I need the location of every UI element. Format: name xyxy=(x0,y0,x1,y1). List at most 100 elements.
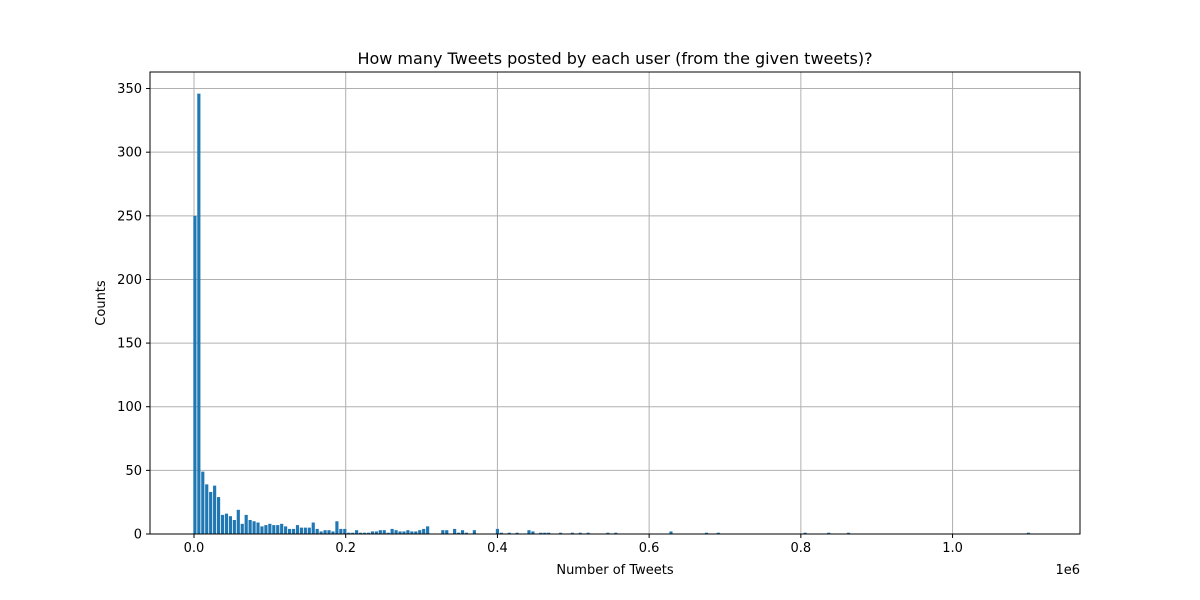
histogram-bar xyxy=(291,528,296,534)
histogram-bar xyxy=(578,532,582,534)
histogram-bar xyxy=(716,532,720,534)
histogram-bar xyxy=(445,530,449,534)
histogram-bar xyxy=(252,521,256,534)
histogram-bar xyxy=(284,526,288,534)
y-tick-label: 50 xyxy=(125,464,142,479)
histogram-bar xyxy=(303,527,307,534)
x-tick-label: 0.0 xyxy=(184,541,205,556)
histogram-bar xyxy=(606,532,610,534)
histogram-bar xyxy=(370,531,374,534)
y-tick-label: 200 xyxy=(117,273,142,288)
histogram-bar xyxy=(319,531,323,534)
histogram-bar xyxy=(499,532,503,534)
histogram-bar xyxy=(276,525,280,534)
histogram-bar xyxy=(426,526,430,534)
histogram-bar xyxy=(402,531,406,534)
histogram-bar xyxy=(339,528,343,534)
histogram-bar xyxy=(244,514,248,534)
histogram-bar xyxy=(472,530,476,534)
histogram-bar xyxy=(547,532,551,534)
histogram-bars xyxy=(193,93,1030,535)
histogram-bar xyxy=(362,532,367,534)
histogram-bar xyxy=(803,532,807,534)
x-tick-label: 1.0 xyxy=(942,541,963,556)
y-axis-label: Counts xyxy=(94,280,109,326)
histogram-bar xyxy=(256,522,260,534)
histogram-bar xyxy=(295,525,300,534)
histogram-bar xyxy=(268,523,272,534)
histogram-bar xyxy=(669,531,673,534)
x-axis-ticks: 0.0 0.2 0.4 0.6 0.8 1.0 xyxy=(184,534,963,556)
histogram-bar xyxy=(515,532,519,534)
histogram-bar xyxy=(374,531,378,534)
histogram-bar xyxy=(205,484,209,534)
histogram-bar xyxy=(382,530,386,534)
histogram-bar xyxy=(406,530,410,534)
histogram-bar xyxy=(232,520,236,534)
y-tick-label: 350 xyxy=(117,82,142,97)
histogram-bar xyxy=(335,521,339,534)
histogram-bar xyxy=(386,532,390,534)
histogram-bar xyxy=(495,528,500,534)
histogram-bar xyxy=(570,532,574,534)
histogram-bar xyxy=(280,523,284,534)
histogram-bar xyxy=(323,530,327,534)
histogram-bar xyxy=(220,514,225,534)
histogram-bar xyxy=(355,530,359,534)
histogram-bar xyxy=(527,530,531,534)
histogram-bar xyxy=(441,530,445,534)
histogram-bar xyxy=(366,532,371,534)
y-axis-ticks: 0 50 100 150 200 250 300 350 xyxy=(117,82,150,543)
histogram-bar xyxy=(453,528,457,534)
histogram-bar xyxy=(248,520,252,534)
histogram-bar xyxy=(410,531,414,534)
y-tick-label: 0 xyxy=(134,528,142,543)
histogram-bar xyxy=(240,523,244,534)
x-axis-label: Number of Tweets xyxy=(556,563,674,578)
histogram-bar xyxy=(264,525,268,534)
histogram-bar xyxy=(464,532,469,534)
histogram-bar xyxy=(418,530,422,534)
histogram-bar xyxy=(236,509,240,534)
histogram-bar xyxy=(331,531,335,534)
histogram-bar xyxy=(531,531,535,534)
histogram-bar xyxy=(224,513,229,534)
histogram-bar xyxy=(287,528,292,534)
y-tick-label: 250 xyxy=(117,209,142,224)
histogram-bar xyxy=(272,525,276,534)
x-tick-label: 0.2 xyxy=(335,541,356,556)
histogram-bar xyxy=(586,532,590,534)
histogram-bar xyxy=(327,530,331,534)
y-tick-label: 150 xyxy=(117,337,142,352)
histogram-bar xyxy=(311,522,315,534)
chart-title: How many Tweets posted by each user (fro… xyxy=(357,49,872,68)
histogram-bar xyxy=(351,532,355,534)
y-tick-label: 300 xyxy=(117,146,142,161)
histogram-bar xyxy=(827,532,831,534)
histogram-bar xyxy=(558,532,563,534)
histogram-bar xyxy=(197,93,201,535)
x-tick-label: 0.8 xyxy=(791,541,812,556)
x-tick-label: 0.6 xyxy=(639,541,660,556)
y-tick-label: 100 xyxy=(117,400,142,415)
histogram-bar xyxy=(201,471,205,534)
histogram-bar xyxy=(209,492,213,534)
histogram-bar xyxy=(260,526,264,534)
histogram-bar xyxy=(358,532,363,534)
histogram-bar xyxy=(414,531,418,534)
histogram-bar xyxy=(704,532,709,534)
histogram-bar xyxy=(539,532,543,534)
histogram-bar xyxy=(193,215,197,534)
histogram-bar xyxy=(507,532,511,534)
histogram-bar xyxy=(614,532,618,534)
histogram-bar xyxy=(213,485,217,534)
histogram-bar xyxy=(398,531,402,534)
plot-frame xyxy=(149,71,1081,535)
histogram-bar xyxy=(394,530,398,534)
histogram-bar xyxy=(460,530,465,534)
histogram-bar xyxy=(543,532,547,534)
histogram-bar xyxy=(347,532,351,534)
histogram-bar xyxy=(1026,532,1030,534)
grid-lines xyxy=(150,72,1080,535)
